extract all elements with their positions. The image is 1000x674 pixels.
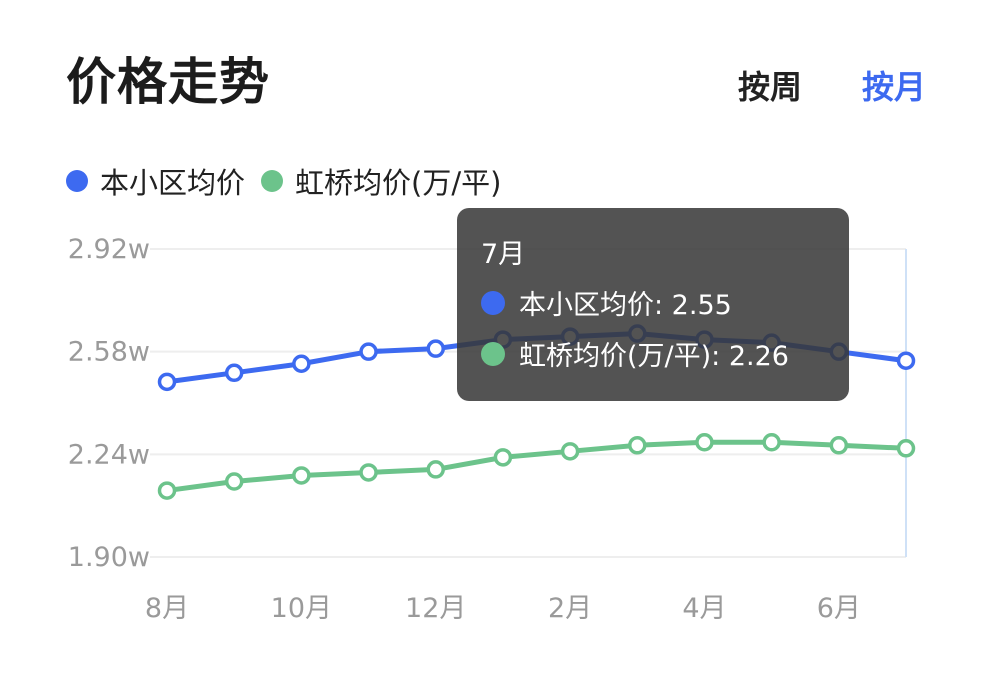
data-point xyxy=(426,460,445,479)
y-tick-label: 1.90w xyxy=(68,542,150,573)
legend-item-hongqiao[interactable]: 虹桥均价(万/平) xyxy=(261,160,501,202)
tooltip-dot-hongqiao xyxy=(481,341,505,366)
data-point xyxy=(560,442,580,461)
x-tick-label: 4月 xyxy=(682,593,726,624)
x-tick-label: 2月 xyxy=(548,593,592,624)
y-tick-label: 2.92w xyxy=(68,234,150,265)
legend-label-community: 本小区均价 xyxy=(100,166,246,200)
data-point xyxy=(359,342,378,361)
data-point xyxy=(157,372,177,392)
data-point xyxy=(292,354,311,373)
data-point xyxy=(762,433,781,452)
data-point xyxy=(426,339,445,358)
data-point xyxy=(157,481,177,500)
tooltip: 7月 本小区均价: 2.55 虹桥均价(万/平): 2.26 xyxy=(457,208,849,401)
x-tick-label: 8月 xyxy=(145,593,189,624)
data-point xyxy=(359,463,378,482)
y-tick-label: 2.58w xyxy=(68,337,150,368)
data-point xyxy=(224,363,244,383)
tooltip-value-hongqiao: 虹桥均价(万/平): 2.26 xyxy=(519,341,789,372)
data-point xyxy=(829,436,849,455)
toggle-by-week[interactable]: 按周 xyxy=(738,68,803,106)
tooltip-title: 7月 xyxy=(481,239,526,270)
legend-item-community[interactable]: 本小区均价 xyxy=(66,160,245,202)
chart-title: 价格走势 xyxy=(66,53,270,111)
y-axis-ticks: 2.92w 2.58w 2.24w 1.90w xyxy=(68,234,150,573)
legend-dot-hongqiao xyxy=(261,170,284,192)
tooltip-row-community: 本小区均价: 2.55 xyxy=(481,283,825,322)
legend-label-hongqiao: 虹桥均价(万/平) xyxy=(295,166,502,200)
data-point xyxy=(695,433,714,452)
x-tick-label: 12月 xyxy=(405,593,466,624)
toggle-by-month[interactable]: 按月 xyxy=(862,68,927,106)
data-point xyxy=(493,448,513,467)
data-point xyxy=(224,472,244,491)
legend: 本小区均价 虹桥均价(万/平) xyxy=(66,160,517,202)
x-axis-ticks: 8月 10月 12月 2月 4月 6月 xyxy=(145,593,861,624)
x-tick-label: 6月 xyxy=(817,593,861,624)
data-point xyxy=(896,439,916,458)
tooltip-row-hongqiao: 虹桥均价(万/平): 2.26 xyxy=(481,334,825,373)
data-point xyxy=(896,351,916,370)
tooltip-value-community: 本小区均价: 2.55 xyxy=(519,290,732,321)
x-tick-label: 10月 xyxy=(271,593,332,624)
tooltip-dot-community xyxy=(481,290,505,315)
legend-dot-community xyxy=(66,170,88,192)
data-point xyxy=(628,436,647,455)
y-tick-label: 2.24w xyxy=(68,439,150,470)
data-point xyxy=(292,466,311,485)
series-line-1 xyxy=(164,439,909,494)
